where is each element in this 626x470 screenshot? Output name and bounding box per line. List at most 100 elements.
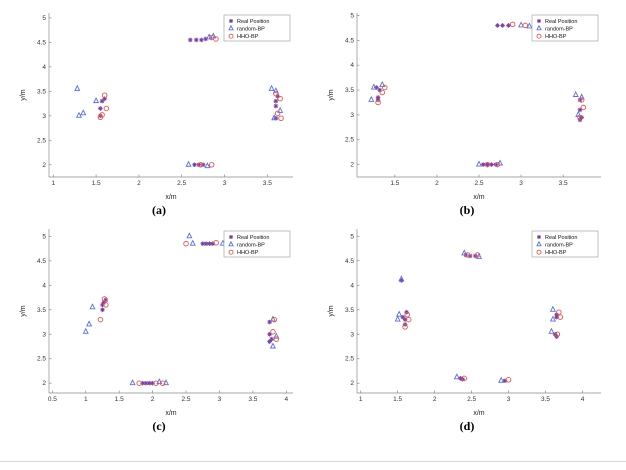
subplot-a: 1 1.5 2 2.5 3 3.5 2 2.5 3 3.5 4 4.5 5 x/m y/m Real Posi… [10, 6, 308, 218]
circle-marker [197, 162, 204, 168]
asterisk-marker [103, 297, 109, 303]
asterisk-marker [554, 312, 559, 317]
circle-marker [474, 252, 481, 258]
triangle-marker [273, 332, 280, 339]
x-tick-label: 2 [435, 180, 439, 187]
scatter-plot-svg: 1 1.5 2 2.5 3 3.5 2 2.5 3 3.5 4 4.5 5 x/m y/m Real Posi… [20, 13, 293, 201]
asterisk-marker [196, 162, 202, 168]
series-hho-bp [97, 34, 284, 168]
triangle-marker [396, 310, 403, 317]
asterisk-marker [140, 380, 145, 386]
x-tick-label: 3 [223, 180, 227, 187]
circle-marker [379, 89, 385, 96]
asterisk-marker [98, 106, 103, 111]
triangle-marker [398, 275, 405, 282]
circle-marker [103, 105, 110, 112]
circle-marker [580, 104, 587, 111]
axes [48, 229, 293, 394]
y-tick-label: 3 [42, 331, 46, 338]
asterisk-marker [267, 331, 272, 337]
x-tick-label: 1.5 [92, 180, 101, 187]
y-tick-label: 2 [350, 380, 354, 387]
y-axis-label: y/m [20, 89, 27, 100]
triangle-marker [548, 327, 555, 334]
asterisk-marker [203, 241, 209, 246]
x-tick-label: 2.5 [177, 180, 186, 187]
asterisk-marker [554, 314, 559, 320]
x-tick-label: 2.5 [474, 180, 483, 187]
asterisk-marker [100, 302, 105, 308]
y-tick-label: 5 [350, 12, 354, 19]
series-hho-bp [375, 21, 587, 168]
triangle-marker [461, 249, 468, 256]
triangle-marker [75, 111, 82, 118]
y-tick-label: 3 [350, 331, 354, 338]
x-tick-label: 4 [581, 396, 585, 403]
triangle-marker [74, 84, 81, 91]
circle-marker [402, 324, 408, 330]
y-tick-label: 4.5 [37, 258, 46, 265]
asterisk-marker [267, 339, 272, 344]
asterisk-marker [400, 314, 406, 320]
scatter-chart-d: 1 1.5 2 2.5 3 3.5 4 2 2.5 3 3.5 4 4.5 5 x/m y/m Real Pos… [325, 222, 609, 418]
circle-marker [277, 95, 283, 102]
circle-marker [208, 162, 215, 168]
y-tick-label: 4 [42, 64, 46, 71]
asterisk-marker [577, 107, 583, 113]
circle-marker [228, 249, 234, 255]
x-axis-label: x/m [165, 410, 176, 417]
legend-label: random-BP [545, 243, 573, 249]
y-tick-label: 4 [42, 282, 46, 289]
page-divider [0, 461, 626, 462]
caption-b: (b) [459, 203, 475, 217]
asterisk-marker [187, 37, 193, 43]
y-tick-label: 2.5 [37, 356, 46, 363]
triangle-marker [536, 240, 542, 247]
legend-label: HHO-BP [237, 250, 259, 256]
circle-marker [278, 115, 284, 122]
legend-label: Real Position [545, 19, 577, 25]
circle-marker [577, 114, 583, 121]
legend-label: Real Position [545, 235, 577, 241]
triangle-marker [370, 83, 377, 90]
legend-label: random-BP [237, 243, 265, 249]
asterisk-marker [100, 307, 105, 313]
legend-label: HHO-BP [545, 34, 567, 40]
asterisk-marker [102, 96, 107, 101]
x-axis-label: x/m [473, 194, 484, 201]
subplot-c: 0.5 1 1.5 2 2.5 3 3.5 4 2 2.5 3 3.5 4 4.5 5 x/m y/m Real … [10, 222, 308, 434]
circle-marker [101, 92, 108, 98]
y-tick-label: 5 [42, 233, 46, 240]
circle-marker [183, 240, 189, 247]
asterisk-marker [192, 162, 197, 168]
circle-marker [159, 380, 166, 386]
x-axis-label: x/m [473, 410, 484, 417]
legend-box [531, 14, 599, 42]
triangle-marker [82, 327, 89, 334]
triangle-marker [204, 162, 211, 169]
asterisk-marker [377, 87, 383, 93]
triangle-marker [394, 315, 401, 322]
y-tick-label: 4.5 [37, 39, 46, 46]
x-tick-label: 1.5 [393, 396, 402, 403]
scatter-chart-b: 1.5 2 2.5 3 3.5 2 2.5 3 3.5 4 4.5 5 x/m y/m Real Posit… [325, 6, 609, 202]
triangle-marker [185, 160, 192, 167]
scatter-plot-svg: 1 1.5 2 2.5 3 3.5 4 2 2.5 3 3.5 4 4.5 5 x/m y/m Real Pos… [328, 229, 601, 417]
circle-marker [274, 110, 281, 117]
asterisk-marker [203, 36, 208, 42]
circle-marker [494, 161, 501, 168]
asterisk-marker [537, 235, 541, 239]
asterisk-marker [193, 37, 199, 43]
x-axis-label: x/m [165, 194, 176, 201]
asterisk-marker [210, 241, 216, 246]
asterisk-marker [99, 98, 105, 104]
legend-label: random-BP [545, 27, 573, 33]
asterisk-marker [480, 162, 486, 167]
series-random-bp [74, 32, 284, 169]
triangle-marker [272, 87, 279, 94]
x-tick-label: 2.5 [467, 396, 476, 403]
circle-marker [509, 21, 516, 28]
triangle-marker [549, 315, 556, 322]
asterisk-marker [150, 380, 155, 386]
